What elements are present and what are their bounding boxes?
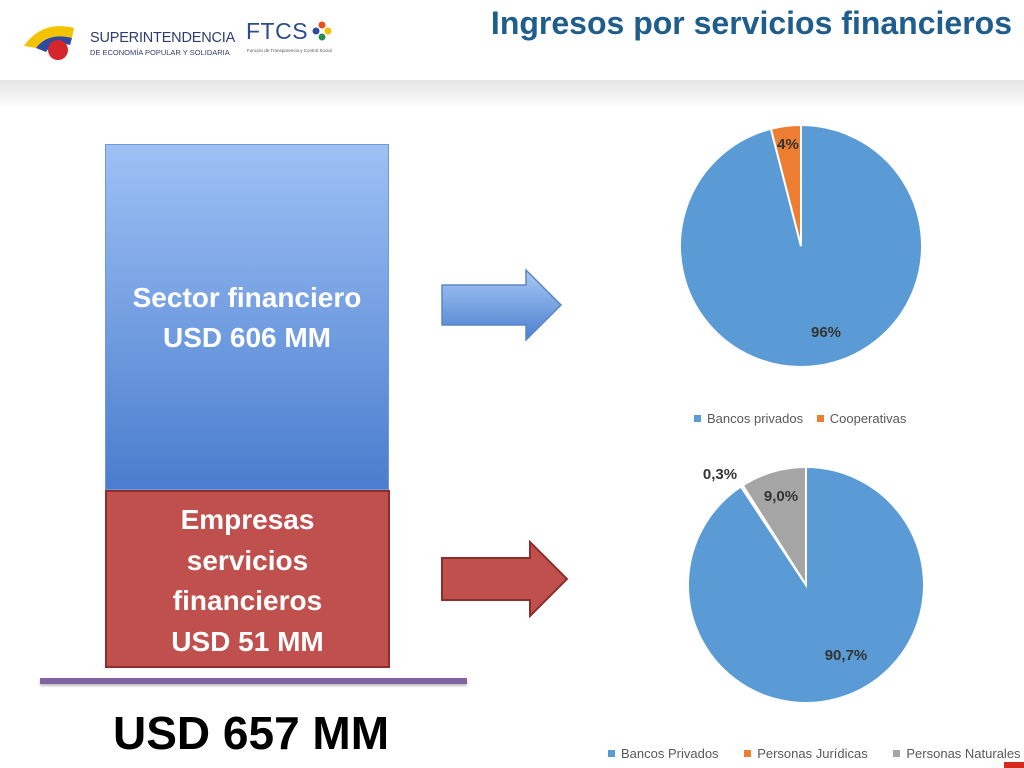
pie2-data-label-1: 0,3% (703, 466, 737, 483)
empresas-line1: Empresas (180, 504, 315, 535)
legend-swatch (816, 415, 824, 423)
pie1-data-label-0: 96% (811, 324, 841, 341)
pie2-legend-label-1: Personas Jurídicas (757, 746, 868, 761)
corner-accent (1004, 762, 1024, 768)
pie1-legend-label-1: Cooperativas (829, 411, 907, 426)
superintendencia-logo-subtext: DE ECONOMÍA POPULAR Y SOLIDARIA (90, 48, 230, 57)
pie2-legend-item-0: Bancos Privados (608, 746, 719, 761)
empresas-servicios-label: Empresas servicios financieros USD 51 MM (105, 500, 390, 662)
legend-swatch (694, 415, 701, 423)
slide-header: SUPERINTENDENCIA DE ECONOMÍA POPULAR Y S… (0, 0, 1024, 80)
bar-baseline (40, 678, 467, 684)
ftcs-logo-subtext: Función de Transparencia y Control Socia… (247, 48, 332, 53)
superintendencia-logo-text: SUPERINTENDENCIA (90, 30, 236, 46)
sector-financiero-title: Sector financiero (132, 282, 362, 313)
empresas-line3: financieros (172, 585, 323, 616)
pie2-legend-item-2: Personas Naturales (893, 746, 1021, 761)
legend-swatch (608, 750, 615, 758)
ftcs-logo: FTCS Función de Transparencia y Control … (246, 18, 338, 58)
pie1-legend-label-0: Bancos privados (707, 411, 804, 426)
pie1-legend-item-1: Cooperativas (816, 411, 907, 426)
superintendencia-logo: SUPERINTENDENCIA DE ECONOMÍA POPULAR Y S… (22, 18, 236, 64)
pie1-legend: Bancos privados Cooperativas (694, 411, 916, 426)
blue-arrow-icon (441, 268, 563, 342)
header-shadow (0, 80, 1024, 108)
pie2-legend-item-1: Personas Jurídicas (744, 746, 868, 761)
pie2-data-label-0: 90,7% (825, 647, 868, 664)
pie1-data-label-1: 4% (777, 136, 799, 153)
sector-financiero-bar (105, 144, 389, 490)
ftcs-logo-text: FTCS (246, 18, 309, 44)
page-title: Ingresos por servicios financieros (490, 5, 1012, 41)
legend-swatch (893, 750, 901, 758)
legend-swatch (744, 750, 752, 758)
sector-financiero-value: USD 606 MM (162, 322, 332, 353)
empresas-line2: servicios (186, 544, 309, 576)
pie-chart-empresas-servicios: 90,7% 0,3% 9,0% (687, 465, 925, 704)
pie2-legend-label-2: Personas Naturales (906, 746, 1021, 761)
superintendencia-emblem-icon (24, 26, 74, 60)
empresas-servicios-bar (105, 490, 390, 668)
pie2-legend: Bancos Privados Personas Jurídicas Perso… (608, 746, 1024, 761)
pie-chart-sector-financiero: 96% 4% (679, 123, 923, 368)
pie2-legend-label-0: Bancos Privados (621, 746, 719, 761)
pie1-slice-1 (769, 123, 802, 247)
red-arrow-icon (441, 540, 569, 618)
pie1-legend-item-0: Bancos privados (694, 411, 803, 426)
total-value: USD 657 MM (113, 707, 390, 759)
ftcs-flower-icon (312, 21, 332, 41)
pie2-slice-2 (741, 465, 807, 589)
pie2-data-label-2: 9,0% (764, 488, 798, 505)
empresas-value: USD 51 MM (171, 625, 324, 657)
sector-financiero-label: Sector financiero USD 606 MM (105, 278, 389, 358)
